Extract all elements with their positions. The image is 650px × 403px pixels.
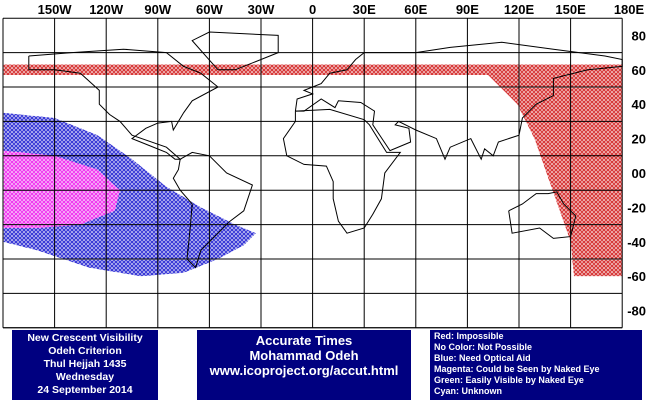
longitude-label: 120W — [89, 2, 124, 17]
longitude-label: 180E — [614, 2, 645, 17]
title-panel: New Crescent Visibility Odeh Criterion Thu… — [12, 330, 158, 400]
latitude-label: -40 — [627, 235, 646, 250]
longitude-label: 90E — [456, 2, 479, 17]
latitude-label: 20 — [632, 132, 646, 147]
impossible-region — [3, 64, 623, 277]
legend-panel: Red: Impossible No Color: Not Possible Blu… — [430, 330, 642, 400]
panel-line: Odeh Criterion — [48, 345, 122, 357]
labels: 150W 120W 90W 60W 30W 0 30E 60E 90E 120E 150E 180E 8… — [38, 2, 646, 319]
longitude-label: 90W — [144, 2, 171, 17]
map: 150W 120W 90W 60W 30W 0 30E 60E 90E 120E 150E 180E 8… — [2, 2, 646, 329]
panel-line: 24 September 2014 — [37, 384, 133, 396]
panel-line: Blue: Need Optical Aid — [434, 353, 531, 363]
panel-line: Cyan: Unknown — [434, 386, 503, 396]
panel-line: Red: Impossible — [434, 331, 504, 341]
visibility-regions — [3, 64, 623, 277]
panel-line: Accurate Times — [255, 333, 353, 348]
latitude-label: -20 — [627, 200, 646, 215]
longitude-label: 150E — [555, 2, 586, 17]
latitude-label: -80 — [627, 304, 646, 319]
coastlines — [28, 31, 623, 269]
panel-line: Thul Hejjah 1435 — [43, 358, 127, 370]
longitude-label: 150W — [38, 2, 73, 17]
longitude-label: 120E — [504, 2, 535, 17]
naked-eye-region — [3, 150, 120, 228]
longitude-label: 30E — [353, 2, 376, 17]
longitude-label: 30W — [248, 2, 275, 17]
panel-line: Magenta: Could be Seen by Naked Eye — [434, 364, 600, 374]
coastline — [282, 108, 402, 234]
coastline — [28, 48, 219, 160]
panel-line: Mohammad Odeh — [249, 348, 359, 363]
coastline — [191, 31, 279, 71]
coastline — [294, 41, 623, 161]
panel-line: Green: Easily Visible by Naked Eye — [434, 375, 584, 385]
grid — [2, 17, 623, 329]
latitude-label: 60 — [632, 63, 646, 78]
latitude-label: -60 — [627, 269, 646, 284]
optical-aid-region — [3, 112, 256, 277]
longitude-label: 60E — [404, 2, 427, 17]
panel-line: Wednesday — [55, 371, 115, 383]
panel-line: www.icoproject.org/accut.html — [209, 363, 399, 378]
panel-line: New Crescent Visibility — [27, 332, 143, 344]
panel-line: No Color: Not Possible — [434, 342, 533, 352]
latitude-label: 80 — [632, 28, 646, 43]
longitude-label: 0 — [309, 2, 316, 17]
latitude-label: 00 — [632, 166, 646, 181]
credit-panel: Accurate Times Mohammad Odeh www.icoprojec… — [197, 330, 411, 400]
longitude-label: 60W — [196, 2, 223, 17]
coastline — [508, 191, 577, 239]
latitude-label: 40 — [632, 97, 646, 112]
